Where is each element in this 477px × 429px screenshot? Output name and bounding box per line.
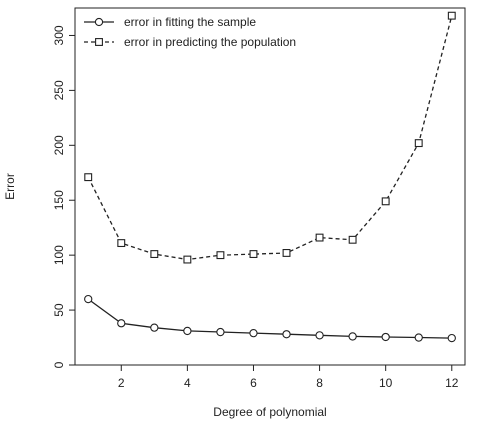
data-point [381, 197, 390, 206]
data-point [315, 331, 324, 340]
y-tick-label: 300 [52, 25, 66, 45]
data-point [117, 319, 126, 328]
plot-frame [74, 7, 466, 366]
series-line [87, 15, 453, 261]
axes: 2 4 6 8 10 12 0 50 100 150 200 250 300 [52, 7, 466, 390]
data-point [249, 250, 258, 259]
data-point [414, 333, 423, 342]
data-point [348, 332, 357, 341]
data-point [183, 255, 192, 264]
y-tick-label: 200 [52, 135, 66, 155]
data-point [348, 235, 357, 244]
data-point [150, 250, 159, 259]
legend: error in fitting the sample error in pred… [84, 15, 296, 49]
data-point [216, 327, 225, 337]
x-tick-label: 8 [316, 376, 323, 390]
x-tick-label: 10 [379, 376, 393, 390]
x-tick-label: 12 [445, 376, 459, 390]
y-tick-label: 100 [52, 245, 66, 265]
data-point [249, 328, 258, 338]
y-tick-label: 250 [52, 80, 66, 100]
x-tick-label: 2 [118, 376, 125, 390]
x-tick-label: 4 [184, 376, 191, 390]
data-point [84, 173, 93, 182]
y-axis-title: Error [3, 173, 17, 200]
data-point [381, 332, 390, 342]
data-point [216, 251, 225, 260]
data-point [447, 11, 456, 20]
series-0 [84, 294, 456, 343]
data-point [315, 233, 324, 242]
legend-marker [94, 17, 104, 27]
series-1 [84, 11, 456, 264]
legend-label: error in predicting the population [124, 35, 296, 49]
legend-label: error in fitting the sample [124, 15, 256, 29]
data-point [282, 330, 291, 339]
data-point [282, 249, 291, 257]
y-tick-label: 150 [52, 190, 66, 210]
data-point [414, 139, 423, 148]
data-point [183, 326, 192, 336]
x-tick-label: 6 [250, 376, 257, 390]
legend-marker [95, 38, 103, 46]
data-point [150, 323, 159, 332]
data-point [117, 239, 126, 248]
y-tick-label: 0 [52, 361, 66, 368]
y-tick-label: 50 [52, 303, 66, 317]
series-line [87, 298, 452, 339]
x-axis-title: Degree of polynomial [213, 405, 326, 419]
data-point [84, 294, 93, 304]
series-layer [84, 11, 456, 343]
data-point [447, 333, 456, 343]
